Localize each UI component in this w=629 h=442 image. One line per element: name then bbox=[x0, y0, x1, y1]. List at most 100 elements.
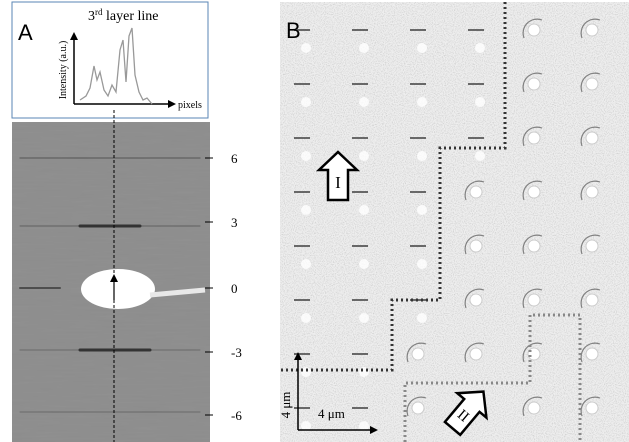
arrowhead bbox=[294, 352, 302, 360]
tick-label: -6 bbox=[231, 408, 242, 423]
spot bbox=[585, 401, 599, 415]
spot bbox=[527, 23, 541, 37]
spot bbox=[475, 97, 485, 107]
spot bbox=[411, 347, 425, 361]
layer-lines bbox=[19, 157, 201, 413]
inset-frame bbox=[11, 1, 209, 119]
spot bbox=[417, 205, 427, 215]
spot bbox=[359, 43, 369, 53]
intensity-profile bbox=[79, 27, 153, 105]
arrowhead bbox=[110, 274, 118, 282]
tick-scale: 6 3 0 -3 -6 bbox=[205, 151, 242, 423]
spot bbox=[359, 421, 369, 431]
spot bbox=[469, 347, 483, 361]
inset-title: 3rd layer line bbox=[88, 7, 158, 24]
spot-arc bbox=[580, 288, 601, 309]
tick-label: 0 bbox=[231, 281, 238, 296]
spot bbox=[301, 43, 311, 53]
spot-arc bbox=[522, 126, 543, 147]
spot bbox=[417, 151, 427, 161]
spot bbox=[469, 185, 483, 199]
spot-arc bbox=[522, 180, 543, 201]
spot bbox=[475, 43, 485, 53]
spot bbox=[301, 367, 311, 377]
arrowhead bbox=[168, 100, 176, 108]
spot-arc bbox=[464, 234, 485, 255]
spot bbox=[359, 313, 369, 323]
spot bbox=[411, 401, 425, 415]
spot bbox=[359, 205, 369, 215]
spot bbox=[417, 43, 427, 53]
spot bbox=[417, 97, 427, 107]
spot-arc bbox=[522, 288, 543, 309]
panel-label: B bbox=[286, 18, 301, 43]
spot bbox=[585, 239, 599, 253]
spot bbox=[469, 239, 483, 253]
inset-x-label: pixels bbox=[178, 100, 202, 111]
spot-arc bbox=[522, 18, 543, 39]
region-label: I bbox=[335, 173, 341, 192]
spot-arc bbox=[406, 342, 427, 363]
spot bbox=[527, 131, 541, 145]
beam-stop bbox=[81, 269, 155, 309]
spot bbox=[301, 313, 311, 323]
spot bbox=[417, 259, 427, 269]
arrowhead bbox=[70, 32, 78, 40]
spot bbox=[585, 347, 599, 361]
region-arrow: I bbox=[315, 150, 361, 202]
spot bbox=[301, 259, 311, 269]
spot bbox=[527, 293, 541, 307]
spot bbox=[359, 151, 369, 161]
spot bbox=[527, 347, 541, 361]
arrowhead bbox=[370, 426, 378, 434]
scale-bar: 4 μm 4 μm bbox=[278, 352, 378, 434]
spot bbox=[301, 421, 311, 431]
spot bbox=[527, 401, 541, 415]
spot bbox=[475, 151, 485, 161]
spot-arc bbox=[580, 234, 601, 255]
spot-arc bbox=[580, 180, 601, 201]
inset-y-label: Intensity (a.u.) bbox=[58, 41, 69, 100]
domain-boundary bbox=[280, 2, 507, 372]
tick-label: 6 bbox=[231, 151, 238, 166]
panel-label: A bbox=[18, 20, 33, 45]
spot bbox=[359, 97, 369, 107]
spot bbox=[359, 259, 369, 269]
spot-arc bbox=[522, 72, 543, 93]
spot-arc bbox=[464, 342, 485, 363]
spot bbox=[585, 131, 599, 145]
spot-arc bbox=[580, 18, 601, 39]
spot bbox=[527, 77, 541, 91]
spot bbox=[527, 185, 541, 199]
arrow-outline bbox=[315, 150, 361, 202]
spot-arc bbox=[522, 234, 543, 255]
spot-arc bbox=[522, 342, 543, 363]
tick-label: -3 bbox=[231, 345, 242, 360]
region-arrow: II bbox=[443, 390, 489, 437]
spot-arc bbox=[464, 180, 485, 201]
spot-arc bbox=[406, 396, 427, 417]
spot-arc bbox=[522, 396, 543, 417]
spot bbox=[585, 293, 599, 307]
spot bbox=[585, 185, 599, 199]
spot-arc bbox=[580, 126, 601, 147]
spot bbox=[527, 239, 541, 253]
spot bbox=[585, 23, 599, 37]
spot bbox=[469, 293, 483, 307]
spot bbox=[301, 205, 311, 215]
spot bbox=[301, 97, 311, 107]
spot-pattern bbox=[294, 18, 601, 431]
beam-streak bbox=[149, 287, 206, 298]
spot bbox=[417, 313, 427, 323]
scale-label: 4 μm bbox=[278, 392, 293, 419]
spot-arc bbox=[580, 396, 601, 417]
spot bbox=[301, 151, 311, 161]
spot-arc bbox=[580, 72, 601, 93]
scale-label: 4 μm bbox=[318, 406, 345, 421]
micrograph-texture bbox=[280, 2, 629, 442]
spot bbox=[585, 77, 599, 91]
spot-arc bbox=[464, 288, 485, 309]
tick-label: 3 bbox=[231, 215, 238, 230]
arrow-outline bbox=[443, 390, 489, 437]
